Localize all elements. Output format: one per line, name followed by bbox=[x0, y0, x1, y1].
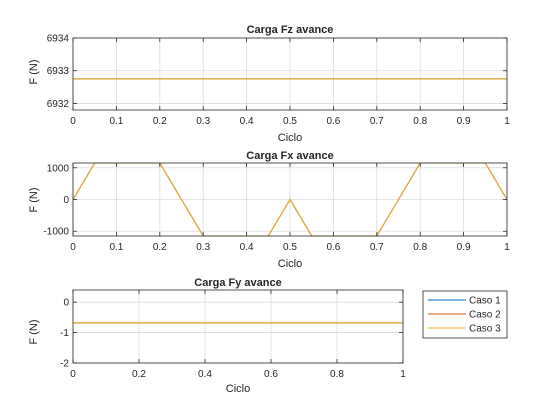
y-tick-label: 0 bbox=[63, 298, 69, 309]
x-tick-label: 0.8 bbox=[413, 116, 427, 127]
y-tick-label: 0 bbox=[63, 195, 69, 206]
y-tick-label: -1 bbox=[60, 328, 69, 339]
subplot-fz: Carga Fz avance 0 0.1 0.2 0.3 0.4 0.5 0.6 0.7 0.… bbox=[28, 24, 510, 144]
y-tick-label: 1000 bbox=[47, 163, 70, 174]
x-tick-label: 0 bbox=[70, 242, 76, 253]
x-tick-label: 0.3 bbox=[196, 242, 210, 253]
x-tick-label: 1 bbox=[400, 369, 406, 380]
subplot-fz-axes: 0 0.1 0.2 0.3 0.4 0.5 0.6 0.7 0.8 0.9 1 6932 6933 693… bbox=[47, 34, 510, 128]
subplot-fy-axes: 0 0.2 0.4 0.6 0.8 1 -2 -1 0 bbox=[60, 289, 406, 380]
subplot-fx-ylabel: F (N) bbox=[28, 187, 40, 212]
axes-frame bbox=[72, 289, 404, 364]
y-tick-label: -1000 bbox=[43, 227, 69, 238]
x-tick-label: 0.4 bbox=[240, 242, 254, 253]
x-tick-label: 0.7 bbox=[370, 116, 384, 127]
x-tick-label: 0.7 bbox=[370, 242, 384, 253]
x-tick-label: 0.4 bbox=[240, 116, 254, 127]
legend-label-1: Caso 1 bbox=[469, 296, 501, 307]
x-tick-label: 0.5 bbox=[283, 116, 297, 127]
x-tick-label: 0.2 bbox=[132, 369, 146, 380]
x-tick-label: 0.8 bbox=[330, 369, 344, 380]
x-tick-label: 0.1 bbox=[109, 116, 123, 127]
y-tick-label: 6934 bbox=[47, 34, 70, 45]
x-tick-label: 0.2 bbox=[153, 242, 167, 253]
x-tick-label: 0.2 bbox=[153, 116, 167, 127]
legend-label-2: Caso 2 bbox=[469, 310, 501, 321]
x-tick-label: 0.9 bbox=[457, 242, 471, 253]
y-tick-label: -2 bbox=[60, 359, 69, 370]
subplot-fz-title: Carga Fz avance bbox=[247, 24, 334, 36]
x-tick-label: 1 bbox=[504, 116, 510, 127]
subplot-fy-title: Carga Fy avance bbox=[194, 277, 281, 289]
x-tick-label: 0 bbox=[70, 116, 76, 127]
x-tick-label: 0.3 bbox=[196, 116, 210, 127]
subplot-fy-xlabel: Ciclo bbox=[226, 383, 250, 395]
x-tick-label: 0.8 bbox=[413, 242, 427, 253]
plot-area bbox=[73, 290, 403, 363]
x-tick-label: 1 bbox=[504, 242, 510, 253]
subplot-fy-ylabel: F (N) bbox=[28, 319, 40, 344]
x-tick-label: 0.1 bbox=[109, 242, 123, 253]
legend-label-3: Caso 3 bbox=[469, 324, 501, 335]
subplot-fz-ylabel: F (N) bbox=[28, 59, 40, 84]
y-tick-label: 6932 bbox=[47, 99, 70, 110]
subplot-fz-xlabel: Ciclo bbox=[278, 132, 302, 144]
x-tick-label: 0 bbox=[70, 369, 76, 380]
subplot-fx-xlabel: Ciclo bbox=[278, 258, 302, 270]
subplot-fx-title: Carga Fx avance bbox=[246, 150, 333, 162]
x-tick-label: 0.4 bbox=[198, 369, 212, 380]
y-tick-label: 6933 bbox=[47, 66, 70, 77]
subplot-fy: Carga Fy avance 0 0.2 0.4 0.6 0.8 1 -2 -1 0 Cicl… bbox=[28, 277, 406, 395]
legend: Caso 1 Caso 2 Caso 3 bbox=[422, 290, 508, 339]
x-tick-label: 0.6 bbox=[326, 116, 340, 127]
x-tick-label: 0.9 bbox=[457, 116, 471, 127]
subplot-fx: Carga Fx avance 0 0.1 0.2 0.3 0.4 0.5 0.6 0.7 0.… bbox=[28, 150, 510, 270]
x-tick-label: 0.6 bbox=[264, 369, 278, 380]
x-tick-label: 0.5 bbox=[283, 242, 297, 253]
x-tick-label: 0.6 bbox=[326, 242, 340, 253]
